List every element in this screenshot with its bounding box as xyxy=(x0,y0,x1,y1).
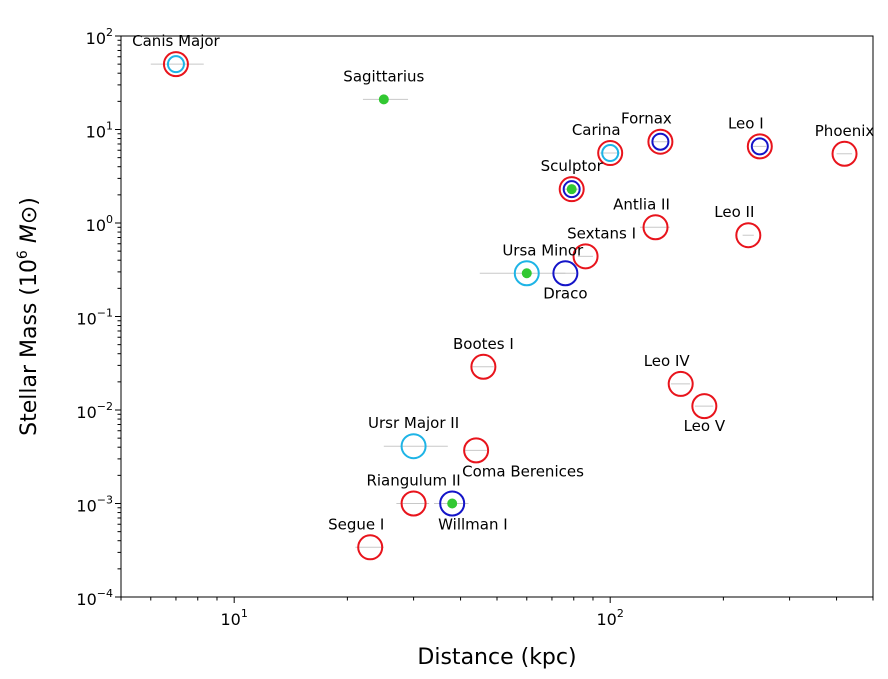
point-label-segue-i: Segue I xyxy=(328,515,384,533)
x-tick-label-exponent: 1 xyxy=(241,607,248,620)
y-tick-label-exponent: −1 xyxy=(97,307,113,320)
marker-ring-red-segue-i xyxy=(357,534,384,561)
point-label-sculptor: Sculptor xyxy=(541,157,604,175)
x-axis-label: Distance (kpc) xyxy=(417,645,576,670)
y-tick-label-exponent: 0 xyxy=(106,213,113,226)
marker-ring-cyan-ursa-minor xyxy=(513,260,540,287)
y-tick-label-base: 10 xyxy=(86,29,106,48)
y-tick-label-exponent: −4 xyxy=(97,587,113,600)
point-label-leo-iv: Leo IV xyxy=(644,352,691,370)
marker-ring-cyan-ursr-major-ii xyxy=(400,433,427,460)
point-label-ursa-minor: Ursa Minor xyxy=(502,241,584,259)
point-label-leo-i: Leo I xyxy=(728,114,764,132)
y-tick-label-exponent: −3 xyxy=(97,494,113,507)
marker-ring-red-coma-berenices xyxy=(463,437,490,464)
y-tick-label-base: 10 xyxy=(76,590,96,609)
x-tick-label: 101 xyxy=(221,607,248,629)
y-axis-label-gap xyxy=(17,243,42,250)
y-tick-label-base: 10 xyxy=(76,497,96,516)
point-label-fornax: Fornax xyxy=(621,110,672,128)
y-tick-label-base: 10 xyxy=(76,310,96,329)
marker-ring-red-leo-i xyxy=(746,133,773,160)
y-axis-label: Stellar Mass (106 M⊙) xyxy=(15,197,42,436)
x-tick-label-base: 10 xyxy=(597,610,617,629)
marker-ring-red-canis-major xyxy=(162,51,189,78)
marker-ring-red-fornax xyxy=(647,128,674,155)
marker-ring-red-leo-ii xyxy=(735,222,762,249)
marker-ring-red-leo-iv xyxy=(667,370,694,397)
point-label-willman-i: Willman I xyxy=(438,516,508,534)
point-label-sagittarius: Sagittarius xyxy=(343,67,424,85)
point-label-sextans-i: Sextans I xyxy=(567,224,636,242)
point-label-draco: Draco xyxy=(543,284,587,302)
point-label-bootes-i: Bootes I xyxy=(453,335,514,353)
x-tick-label-exponent: 2 xyxy=(617,607,624,620)
y-tick-label-exponent: 1 xyxy=(106,120,113,133)
marker-ring-blue-willman-i xyxy=(439,490,466,517)
x-tick-label: 102 xyxy=(597,607,624,629)
point-label-leo-v: Leo V xyxy=(684,417,726,435)
marker-ring-red-carina xyxy=(597,140,624,167)
y-tick-label-exponent: −2 xyxy=(97,400,113,413)
x-axis-ticks: 101 102 xyxy=(120,597,874,629)
y-tick-label-base: 10 xyxy=(86,123,106,142)
y-axis-label-main: Stellar Mass (10 xyxy=(17,259,42,436)
y-tick-label: 10−4 xyxy=(76,587,113,609)
y-tick-label: 102 xyxy=(86,26,113,48)
y-axis-label-sun-symbol: ⊙ xyxy=(17,206,42,224)
y-axis-label-unit: M xyxy=(17,224,42,243)
y-tick-label-exponent: 2 xyxy=(106,26,113,39)
y-tick-label-base: 10 xyxy=(76,403,96,422)
marker-ring-red-antlia-ii xyxy=(642,214,669,241)
marker-ring-blue-sculptor xyxy=(562,180,581,199)
point-label-phoenix: Phoenix xyxy=(815,122,875,140)
point-label-coma-berenices: Coma Berenices xyxy=(462,462,584,480)
y-axis-label-exponent: 6 xyxy=(15,250,31,259)
y-tick-label: 10−2 xyxy=(76,400,113,422)
point-label-canis-major: Canis Major xyxy=(132,32,220,50)
point-label-ursr-major-ii: Ursr Major II xyxy=(368,414,459,432)
marker-dot-willman-i xyxy=(447,498,458,509)
marker-ring-blue-leo-i xyxy=(750,137,769,156)
marker-dot-sculptor xyxy=(566,184,577,195)
marker-ring-red-bootes-i xyxy=(470,353,497,380)
marker-dot-ursa-minor xyxy=(521,268,532,279)
y-tick-label: 10−1 xyxy=(76,307,113,329)
marker-ring-red-sextans-i xyxy=(572,243,599,270)
point-label-carina: Carina xyxy=(572,121,621,139)
point-label-riangulum-ii: Riangulum II xyxy=(366,472,460,490)
point-label-antlia-ii: Antlia II xyxy=(613,195,670,213)
marker-ring-red-sculptor xyxy=(558,176,585,203)
marker-ring-cyan-carina xyxy=(601,144,620,163)
marker-ring-cyan-canis-major xyxy=(166,55,185,74)
point-label-leo-ii: Leo II xyxy=(714,203,754,221)
marker-ring-blue-draco xyxy=(552,260,579,287)
marker-layer xyxy=(162,51,858,561)
y-axis-label-close: ) xyxy=(17,197,42,206)
marker-ring-red-phoenix xyxy=(831,140,858,167)
y-tick-label: 101 xyxy=(86,120,113,142)
marker-dot-sagittarius xyxy=(378,94,389,105)
y-tick-label: 10−3 xyxy=(76,494,113,516)
marker-ring-blue-fornax xyxy=(651,132,670,151)
marker-ring-red-riangulum-ii xyxy=(400,490,427,517)
x-tick-label-base: 10 xyxy=(221,610,241,629)
marker-ring-red-leo-v xyxy=(691,393,718,420)
y-tick-label: 100 xyxy=(86,213,113,235)
y-tick-label-base: 10 xyxy=(86,216,106,235)
